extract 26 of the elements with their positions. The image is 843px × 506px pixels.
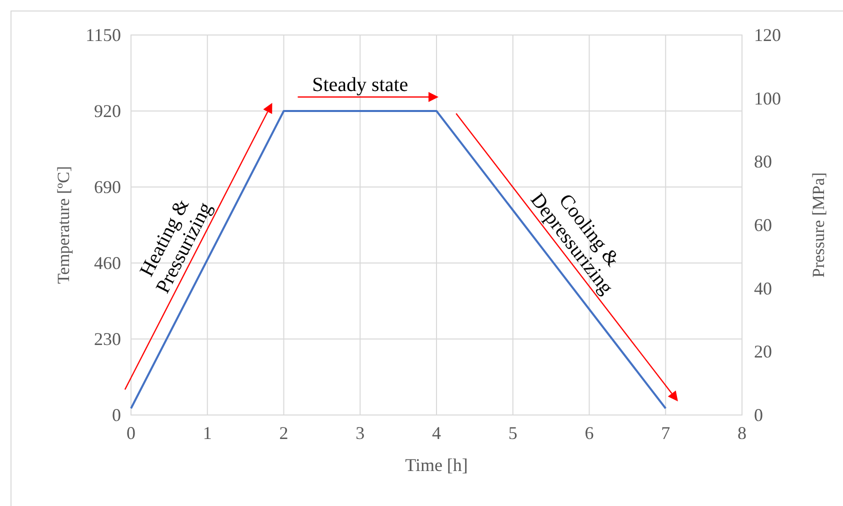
y-tick-label: 690: [94, 177, 121, 197]
y2-tick-label: 40: [754, 278, 772, 298]
y-tick-label: 920: [94, 101, 121, 121]
x-tick-label: 3: [356, 423, 365, 443]
y2-tick-label: 20: [754, 342, 772, 362]
x-tick-label: 7: [661, 423, 670, 443]
x-tick-label: 5: [508, 423, 518, 443]
annotation: Steady state: [312, 74, 408, 96]
y-axis-title: Temperature [ºC]: [54, 166, 73, 284]
x-tick-label: 8: [738, 423, 746, 443]
y-tick-label: 1150: [86, 25, 121, 45]
y-tick-label: 230: [94, 329, 121, 349]
y2-tick-label: 120: [754, 25, 781, 45]
x-tick-label: 4: [432, 423, 441, 443]
y2-tick-label: 100: [754, 88, 781, 108]
x-tick-label: 1: [202, 423, 212, 443]
y2-tick-label: 80: [754, 152, 772, 172]
x-tick-label: 2: [279, 423, 288, 443]
x-tick-label: 0: [126, 423, 136, 443]
x-tick-label: 6: [584, 423, 594, 443]
y2-axis-title: Pressure [MPa]: [809, 172, 828, 278]
y2-tick-label: 60: [754, 215, 772, 235]
x-axis-title: Time [h]: [405, 455, 468, 475]
y-tick-label: 460: [94, 253, 121, 273]
y-tick-label: 0: [112, 405, 121, 425]
y2-tick-label: 0: [754, 405, 763, 425]
